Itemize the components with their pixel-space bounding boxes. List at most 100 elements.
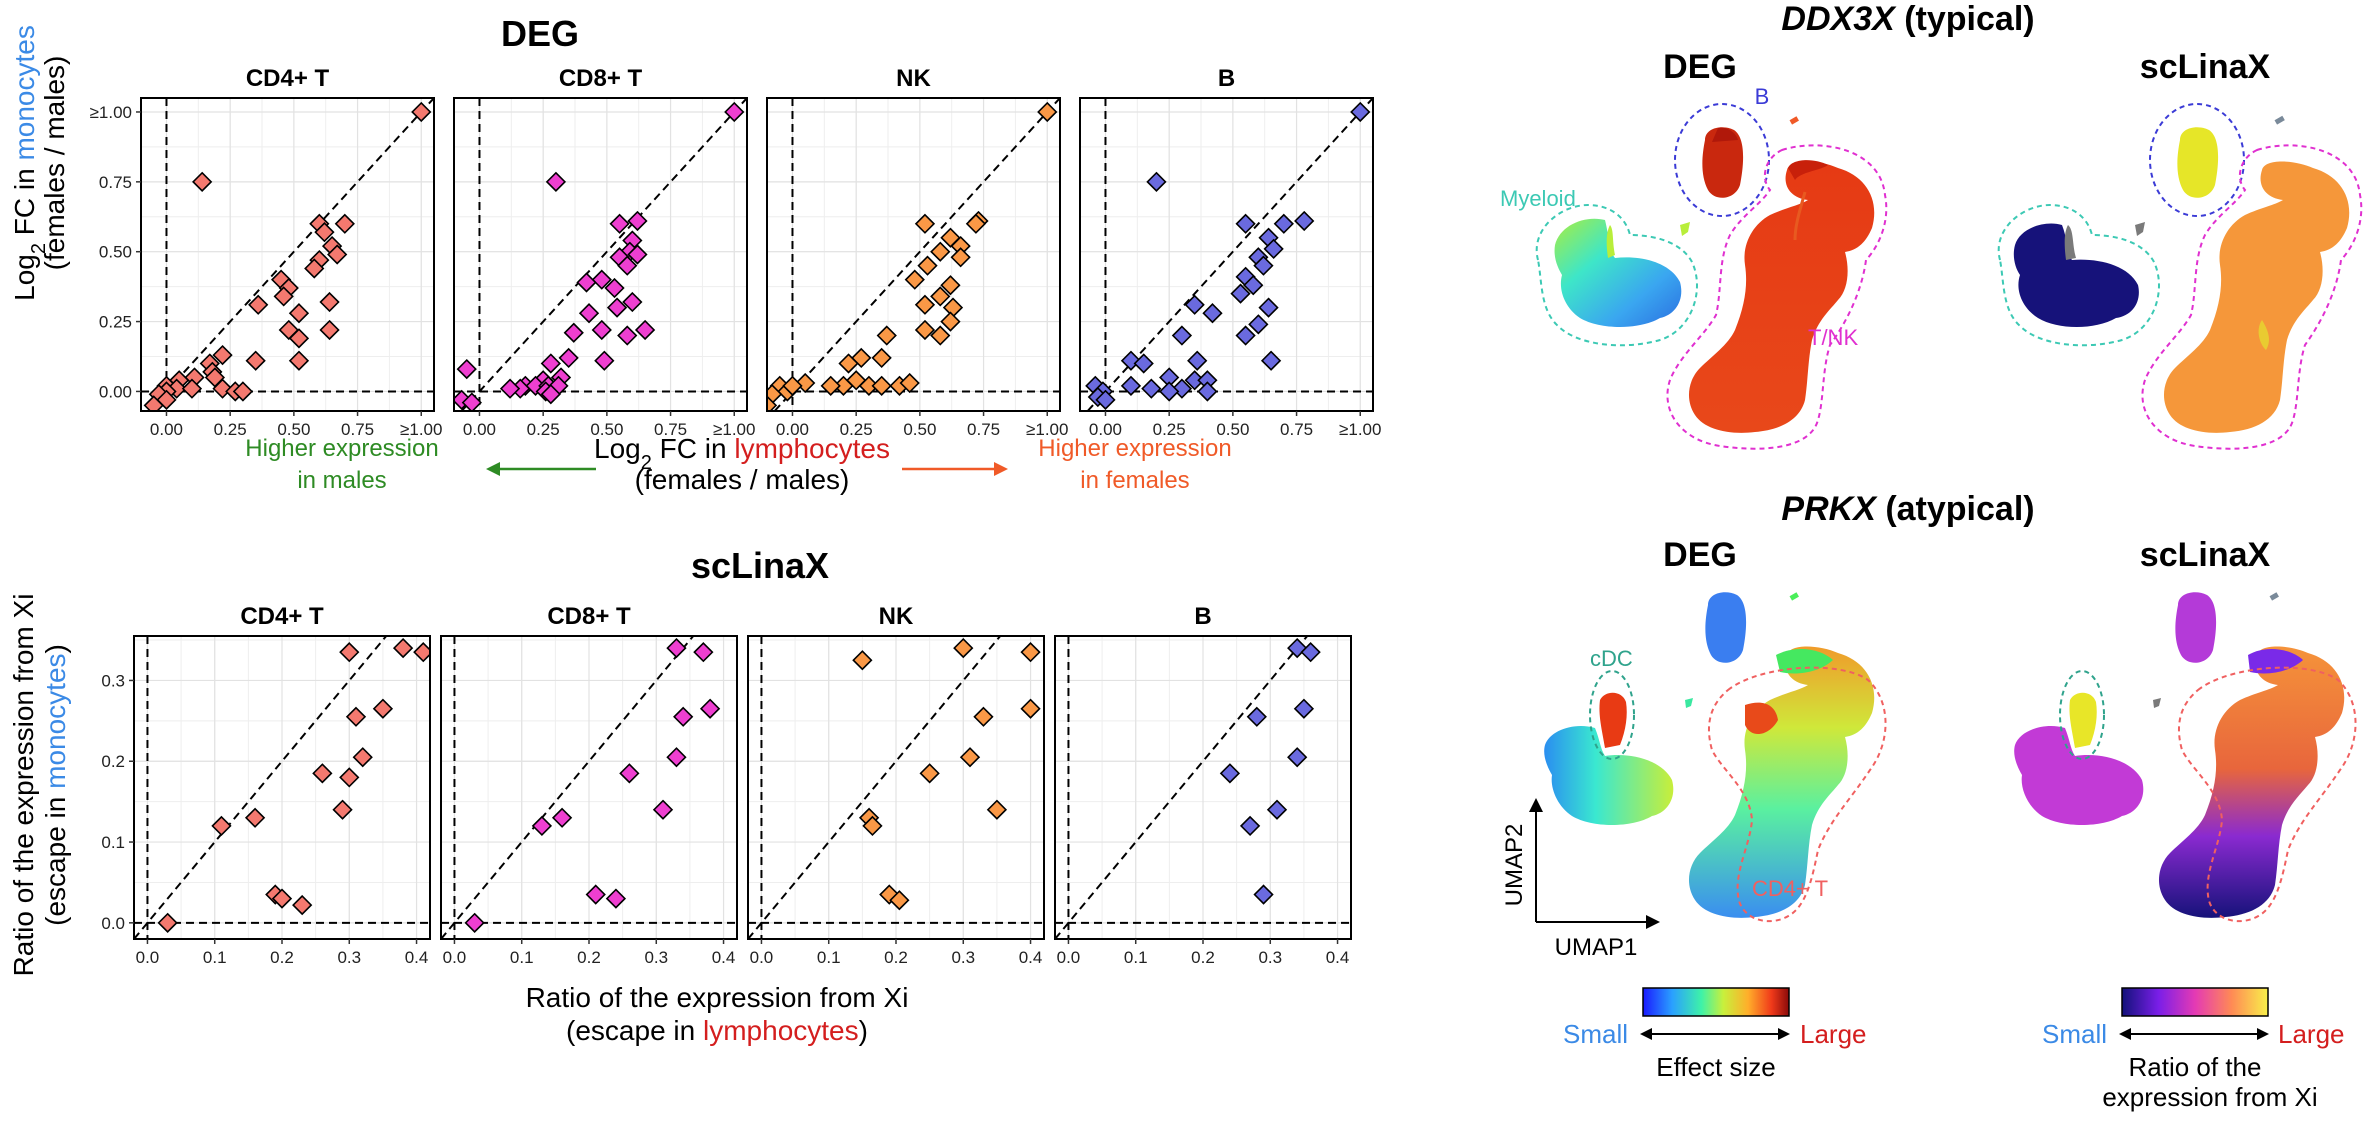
prkx-sclinax-heading: scLinaX xyxy=(2140,536,2271,574)
x-tick-label: 0.0 xyxy=(136,948,160,967)
data-point xyxy=(1266,799,1288,820)
x-tick-label: 0.1 xyxy=(203,948,227,967)
data-point xyxy=(288,350,310,371)
strip-label: NK xyxy=(879,603,914,630)
data-point xyxy=(1293,698,1315,719)
y-tick-label: 0.25 xyxy=(99,313,132,332)
sclinax-panel-cd4-t: CD4+ T 0.0 0.1 0.2 0.3 0.4 0.0 0.1 0.2 0.3 xyxy=(101,603,431,967)
data-point xyxy=(1187,350,1208,371)
y-tick-label: 0.75 xyxy=(99,173,132,192)
sclinax-panel-cd8-t: CD8+ T 0.0 0.1 0.2 0.3 0.4 xyxy=(440,603,738,967)
data-point xyxy=(986,799,1008,820)
tnk-cluster-sc xyxy=(2163,161,2350,433)
effect-large-label: Large xyxy=(1800,1019,1867,1049)
data-point xyxy=(319,319,340,341)
data-point xyxy=(1263,238,1284,260)
sclinax-ylabel-line1: Ratio of the expression from Xi xyxy=(8,594,39,977)
data-point xyxy=(973,706,994,727)
data-point xyxy=(899,372,920,394)
data-point xyxy=(634,319,656,341)
data-point xyxy=(248,294,269,315)
ddx3x-deg-heading: DEG xyxy=(1663,48,1737,86)
y-tick-label: 0.3 xyxy=(101,671,125,690)
data-point xyxy=(292,894,313,916)
data-point xyxy=(540,353,561,374)
data-point xyxy=(917,255,938,276)
males-annotation-line2: in males xyxy=(297,467,386,494)
x-tick-label: 0.2 xyxy=(270,948,294,967)
x-tick-label: 0.75 xyxy=(1280,420,1313,439)
panel-background xyxy=(141,98,434,411)
panel-border xyxy=(1079,97,1374,412)
data-point xyxy=(617,325,638,346)
ratio-large-label: Large xyxy=(2278,1019,2345,1049)
data-point xyxy=(1159,381,1180,402)
data-point xyxy=(619,763,640,784)
sclinax-title: scLinaX xyxy=(691,545,829,586)
data-point xyxy=(605,888,627,909)
data-point xyxy=(1294,210,1315,232)
data-point xyxy=(545,171,567,192)
x-tick-label: 0.50 xyxy=(903,420,936,439)
data-point xyxy=(965,213,987,234)
strip-label: CD8+ T xyxy=(547,603,631,630)
y-tick-label: ≥1.00 xyxy=(90,103,132,122)
data-point xyxy=(1350,101,1371,123)
data-point xyxy=(339,642,360,663)
data-point xyxy=(693,642,714,663)
data-point xyxy=(1146,171,1167,192)
cdc-outline xyxy=(1589,670,1635,760)
y-tick-label: 0.1 xyxy=(101,833,125,852)
data-point xyxy=(1230,283,1251,304)
x-tick-label: 0.0 xyxy=(750,948,774,967)
females-arrow xyxy=(902,462,1008,476)
data-point xyxy=(1235,213,1256,234)
data-point xyxy=(591,319,612,341)
data-point xyxy=(914,213,936,234)
data-point xyxy=(244,807,266,828)
data-point xyxy=(456,358,477,380)
x-tick-label: 0.4 xyxy=(405,948,429,967)
x-tick-label: 0.00 xyxy=(1089,420,1122,439)
data-point xyxy=(464,912,485,933)
strip-label: CD4+ T xyxy=(246,65,330,92)
data-point xyxy=(862,815,883,837)
data-point xyxy=(930,241,951,262)
sclinax-ylabel-line2: (escape in monocytes) xyxy=(40,644,71,926)
x-tick-label: 0.3 xyxy=(337,948,361,967)
deg-panel-b: B 0.00 0.25 0.50 0.75 ≥1.00 xyxy=(1079,65,1381,439)
data-point xyxy=(767,395,778,411)
deg-panel-nk: NK 0.00 0.25 0.50 0.75 ≥1.00 xyxy=(766,65,1068,439)
umap1-label: UMAP1 xyxy=(1555,934,1638,961)
data-point xyxy=(1253,884,1274,905)
data-point xyxy=(904,269,925,290)
data-point xyxy=(699,698,721,719)
effect-caption: Effect size xyxy=(1656,1052,1775,1082)
identity-diagonal xyxy=(1055,636,1309,939)
x-tick-label: 0.4 xyxy=(1326,948,1350,967)
data-point xyxy=(724,101,745,123)
panel-plot-area xyxy=(134,636,430,939)
data-point xyxy=(1246,706,1267,727)
strip-label: NK xyxy=(896,65,931,92)
data-point xyxy=(820,375,841,396)
x-tick-label: 0.1 xyxy=(817,948,841,967)
x-tick-label: ≥1.00 xyxy=(1026,420,1068,439)
females-annotation-line2: in females xyxy=(1080,467,1189,494)
x-tick-label: 0.4 xyxy=(1019,948,1043,967)
ddx3x-title: DDX3X (typical) xyxy=(1781,0,2034,38)
data-point xyxy=(1258,297,1279,318)
strip-label: B xyxy=(1194,603,1211,630)
x-tick-label: 0.75 xyxy=(341,420,374,439)
data-point xyxy=(345,706,367,727)
y-tick-label: 0.50 xyxy=(99,243,132,262)
deg-panel-cd8-t: CD8+ T 0.00 0.25 0.50 0.75 ≥1.00 xyxy=(453,65,755,439)
data-point xyxy=(392,637,414,659)
data-point xyxy=(914,319,936,341)
sclinax-xlabel-line1: Ratio of the expression from Xi xyxy=(526,982,909,1013)
effect-size-legend xyxy=(1640,987,1790,1040)
data-point xyxy=(871,375,892,396)
data-point xyxy=(782,375,803,396)
myeloid-cluster xyxy=(1554,218,1682,327)
x-tick-label: 0.25 xyxy=(214,420,247,439)
